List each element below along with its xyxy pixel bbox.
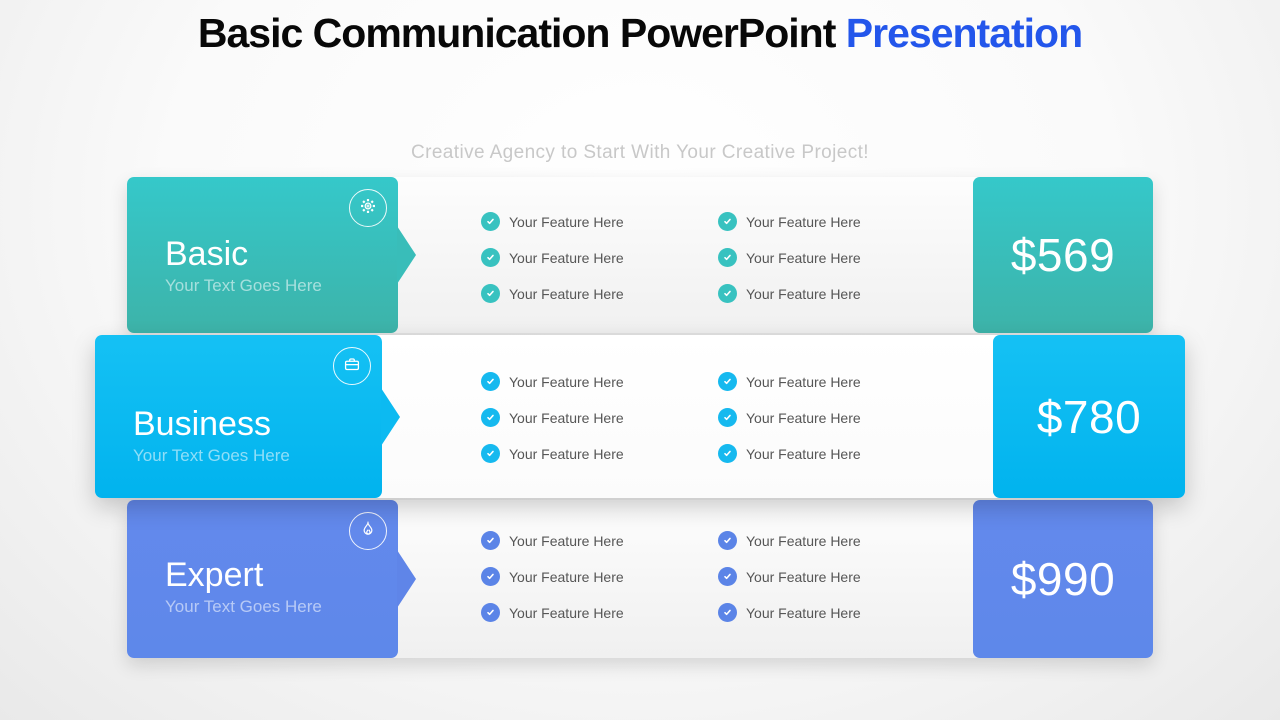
check-icon	[481, 567, 500, 586]
feature-column-right: Your Feature Here Your Feature Here Your…	[718, 531, 861, 622]
plan-panel-business: Business Your Text Goes Here	[95, 335, 382, 498]
feature-item: Your Feature Here	[718, 567, 861, 586]
check-icon	[481, 444, 500, 463]
feature-item: Your Feature Here	[481, 372, 624, 391]
check-icon	[718, 248, 737, 267]
check-icon	[481, 531, 500, 550]
feature-label: Your Feature Here	[509, 409, 624, 426]
page-title: Basic Communication PowerPoint Presentat…	[0, 10, 1280, 57]
feature-item: Your Feature Here	[481, 531, 624, 550]
feature-label: Your Feature Here	[746, 532, 861, 549]
feature-label: Your Feature Here	[509, 445, 624, 462]
plan-price: $990	[973, 500, 1153, 658]
feature-label: Your Feature Here	[746, 373, 861, 390]
feature-item: Your Feature Here	[481, 603, 624, 622]
feature-item: Your Feature Here	[718, 444, 861, 463]
feature-item: Your Feature Here	[481, 567, 624, 586]
check-icon	[718, 567, 737, 586]
feature-label: Your Feature Here	[746, 213, 861, 230]
plan-name: Expert	[165, 556, 264, 594]
feature-item: Your Feature Here	[718, 531, 861, 550]
feature-label: Your Feature Here	[746, 249, 861, 266]
feature-item: Your Feature Here	[718, 603, 861, 622]
check-icon	[718, 284, 737, 303]
plan-panel-basic: Basic Your Text Goes Here	[127, 177, 398, 333]
feature-item: Your Feature Here	[481, 248, 624, 267]
feature-item: Your Feature Here	[481, 284, 624, 303]
feature-item: Your Feature Here	[718, 212, 861, 231]
feature-column-left: Your Feature Here Your Feature Here Your…	[481, 372, 624, 463]
plan-text-group: Basic Your Text Goes Here	[165, 235, 322, 296]
feature-label: Your Feature Here	[746, 285, 861, 302]
plan-badge	[349, 512, 387, 550]
plan-row-business: Business Your Text Goes Here Your Featur…	[95, 335, 1185, 498]
feature-item: Your Feature Here	[481, 212, 624, 231]
plan-tagline: Your Text Goes Here	[165, 596, 322, 616]
gear-icon	[357, 195, 379, 222]
plan-panel-expert: Expert Your Text Goes Here	[127, 500, 398, 658]
feature-column-right: Your Feature Here Your Feature Here Your…	[718, 212, 861, 303]
plan-row-basic: Basic Your Text Goes Here Your Feature H…	[127, 177, 1153, 333]
feature-item: Your Feature Here	[481, 408, 624, 427]
feature-item: Your Feature Here	[718, 248, 861, 267]
check-icon	[481, 408, 500, 427]
plan-name: Business	[133, 405, 271, 443]
briefcase-icon	[341, 353, 363, 380]
check-icon	[481, 372, 500, 391]
feature-item: Your Feature Here	[718, 372, 861, 391]
flame-icon	[357, 518, 379, 545]
check-icon	[481, 284, 500, 303]
feature-label: Your Feature Here	[509, 373, 624, 390]
check-icon	[481, 248, 500, 267]
feature-label: Your Feature Here	[509, 285, 624, 302]
feature-label: Your Feature Here	[746, 568, 861, 585]
plan-row-expert: Expert Your Text Goes Here Your Feature …	[127, 500, 1153, 658]
feature-label: Your Feature Here	[746, 409, 861, 426]
slide-subtitle: Creative Agency to Start With Your Creat…	[410, 142, 869, 163]
plan-badge	[333, 347, 371, 385]
feature-item: Your Feature Here	[718, 408, 861, 427]
feature-label: Your Feature Here	[746, 445, 861, 462]
plan-name: Basic	[165, 235, 249, 273]
feature-label: Your Feature Here	[509, 249, 624, 266]
plan-price: $569	[973, 177, 1153, 333]
feature-label: Your Feature Here	[509, 532, 624, 549]
title-black-text: Basic Communication PowerPoint	[197, 10, 836, 56]
feature-label: Your Feature Here	[509, 604, 624, 621]
check-icon	[718, 531, 737, 550]
feature-label: Your Feature Here	[509, 568, 624, 585]
plan-tagline: Your Text Goes Here	[133, 445, 290, 465]
feature-column-right: Your Feature Here Your Feature Here Your…	[718, 372, 861, 463]
plan-badge	[349, 189, 387, 227]
plan-price: $780	[993, 335, 1185, 498]
feature-column-left: Your Feature Here Your Feature Here Your…	[481, 531, 624, 622]
plan-text-group: Expert Your Text Goes Here	[165, 556, 322, 617]
check-icon	[718, 603, 737, 622]
feature-label: Your Feature Here	[509, 213, 624, 230]
plan-text-group: Business Your Text Goes Here	[133, 405, 290, 466]
check-icon	[718, 408, 737, 427]
feature-label: Your Feature Here	[746, 604, 861, 621]
title-accent: Presentation	[845, 10, 1083, 56]
feature-column-left: Your Feature Here Your Feature Here Your…	[481, 212, 624, 303]
check-icon	[718, 212, 737, 231]
check-icon	[481, 603, 500, 622]
feature-item: Your Feature Here	[718, 284, 861, 303]
plan-tagline: Your Text Goes Here	[165, 275, 322, 295]
check-icon	[718, 444, 737, 463]
check-icon	[718, 372, 737, 391]
feature-item: Your Feature Here	[481, 444, 624, 463]
check-icon	[481, 212, 500, 231]
